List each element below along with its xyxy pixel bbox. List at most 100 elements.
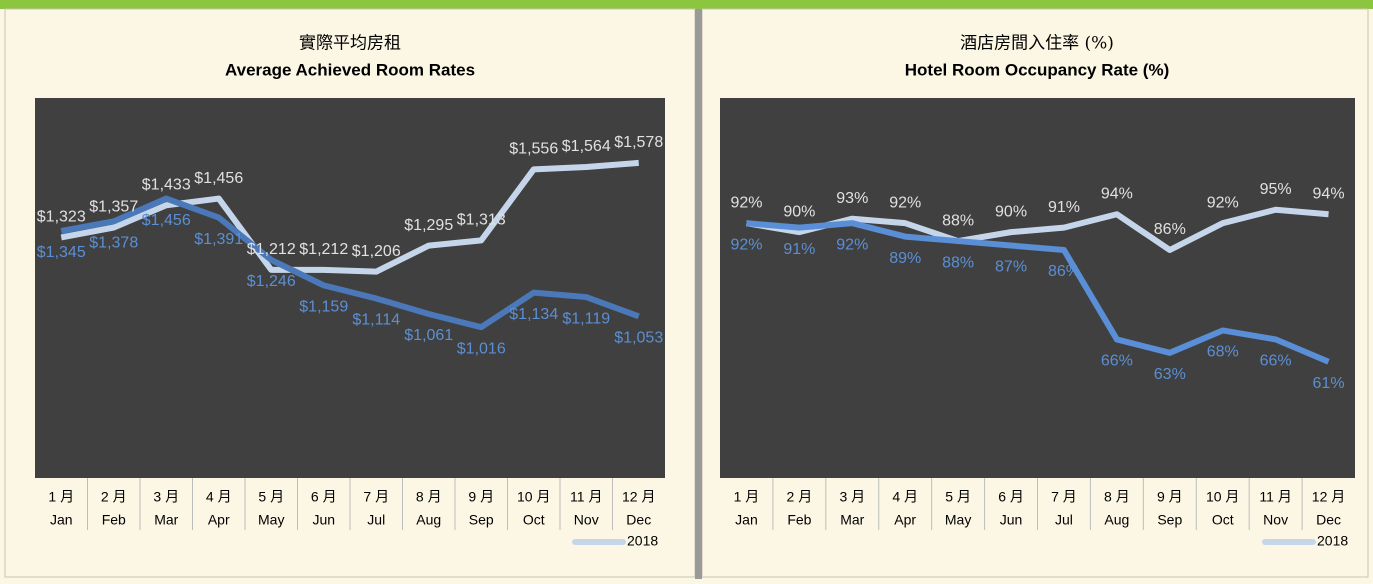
data-label: 90%: [995, 203, 1027, 220]
chart-title: Hotel Room Occupancy Rate (%): [905, 60, 1170, 79]
data-label: 86%: [1154, 221, 1186, 238]
data-label: $1,016: [457, 340, 506, 357]
data-label: 91%: [1048, 199, 1080, 216]
series-line: [746, 220, 1330, 365]
x-tick-label: Sep: [469, 512, 494, 528]
x-tick-label: Mar: [840, 512, 864, 528]
plot-area: [720, 98, 1355, 478]
data-label: 66%: [1260, 353, 1292, 370]
plot-area: [35, 98, 665, 478]
data-label: $1,159: [299, 299, 348, 316]
data-label: $1,556: [509, 141, 558, 158]
x-tick-label: 7 月: [363, 489, 389, 505]
x-tick-label: Jul: [367, 512, 385, 528]
top-bar: [0, 0, 1373, 9]
x-tick-label: 11 月: [1259, 489, 1291, 505]
data-label: 95%: [1260, 181, 1292, 198]
x-tick-label: 2 月: [101, 489, 127, 505]
data-label: $1,212: [247, 241, 296, 258]
x-tick-label: 1 月: [48, 489, 74, 505]
data-label: 63%: [1154, 366, 1186, 383]
x-tick-label: Nov: [1263, 512, 1288, 528]
x-tick-label: Oct: [523, 512, 545, 528]
data-label: 94%: [1313, 185, 1345, 202]
x-tick-label: 1 月: [734, 489, 760, 505]
data-label: $1,246: [247, 273, 296, 290]
x-tick-label: 9 月: [1157, 489, 1183, 505]
data-label: 94%: [1101, 185, 1133, 202]
x-tick-label: Aug: [1104, 512, 1129, 528]
data-label: $1,323: [37, 209, 86, 226]
x-tick-label: 6 月: [311, 489, 337, 505]
data-label: 88%: [942, 254, 974, 271]
x-tick-label: 10 月: [517, 489, 550, 505]
data-label: 89%: [889, 250, 921, 267]
data-label: $1,357: [89, 199, 138, 216]
data-label: $1,313: [457, 212, 506, 229]
x-tick-label: Oct: [1212, 512, 1234, 528]
x-tick-label: Apr: [208, 512, 230, 528]
x-tick-label: May: [258, 512, 284, 528]
series-line: [60, 159, 639, 275]
data-label: 88%: [942, 212, 974, 229]
data-label: 92%: [1207, 194, 1239, 211]
x-tick-label: 12 月: [1312, 489, 1345, 505]
x-tick-label: Jun: [1000, 512, 1023, 528]
series-line: [60, 195, 640, 331]
data-label: $1,578: [614, 134, 663, 151]
x-tick-label: 3 月: [153, 489, 179, 505]
data-label: 61%: [1313, 375, 1345, 392]
data-label: $1,119: [562, 310, 610, 327]
x-tick-label: 8 月: [416, 489, 442, 505]
chart-title: Average Achieved Room Rates: [225, 60, 475, 79]
x-tick-label: Feb: [102, 512, 126, 528]
data-label: 68%: [1207, 344, 1239, 361]
x-tick-label: Nov: [574, 512, 599, 528]
x-tick-label: Dec: [626, 512, 651, 528]
data-label: 87%: [995, 259, 1027, 276]
x-tick-label: Jun: [312, 512, 335, 528]
data-label: $1,456: [142, 212, 191, 229]
x-tick-label: Feb: [787, 512, 811, 528]
data-label: $1,114: [352, 312, 400, 329]
data-label: 90%: [783, 203, 815, 220]
data-label: 86%: [1048, 263, 1080, 280]
data-label: 93%: [836, 190, 868, 207]
x-tick-label: 10 月: [1206, 489, 1239, 505]
x-tick-label: 8 月: [1104, 489, 1130, 505]
chart-title-zh: 酒店房間入住率 (%): [960, 34, 1114, 54]
x-tick-label: Jul: [1055, 512, 1073, 528]
x-tick-label: 12 月: [622, 489, 655, 505]
x-tick-label: 6 月: [998, 489, 1024, 505]
x-tick-label: 2 月: [787, 489, 813, 505]
x-tick-label: 3 月: [839, 489, 865, 505]
x-tick-label: 9 月: [468, 489, 494, 505]
x-tick-label: Mar: [154, 512, 178, 528]
x-tick-label: 11 月: [570, 489, 602, 505]
data-label: $1,206: [352, 243, 401, 260]
data-label: $1,378: [89, 235, 138, 252]
data-label: $1,564: [562, 138, 611, 155]
x-tick-label: 4 月: [206, 489, 232, 505]
data-label: $1,345: [37, 244, 86, 261]
x-tick-label: Sep: [1157, 512, 1182, 528]
data-label: 91%: [783, 241, 815, 258]
data-label: 92%: [730, 194, 762, 211]
data-label: $1,134: [509, 306, 558, 323]
legend-label: 2018: [1317, 533, 1348, 549]
data-label: $1,212: [299, 241, 348, 258]
x-tick-label: 5 月: [945, 489, 971, 505]
x-tick-label: Dec: [1316, 512, 1341, 528]
x-tick-label: Jan: [50, 512, 73, 528]
data-label: $1,433: [142, 176, 191, 193]
data-label: $1,456: [194, 170, 243, 187]
data-label: 92%: [730, 236, 762, 253]
divider: [695, 9, 702, 579]
data-label: 66%: [1101, 353, 1133, 370]
data-label: $1,295: [404, 217, 453, 234]
x-tick-label: 7 月: [1051, 489, 1077, 505]
data-label: $1,053: [614, 330, 663, 347]
x-tick-label: Jan: [735, 512, 758, 528]
